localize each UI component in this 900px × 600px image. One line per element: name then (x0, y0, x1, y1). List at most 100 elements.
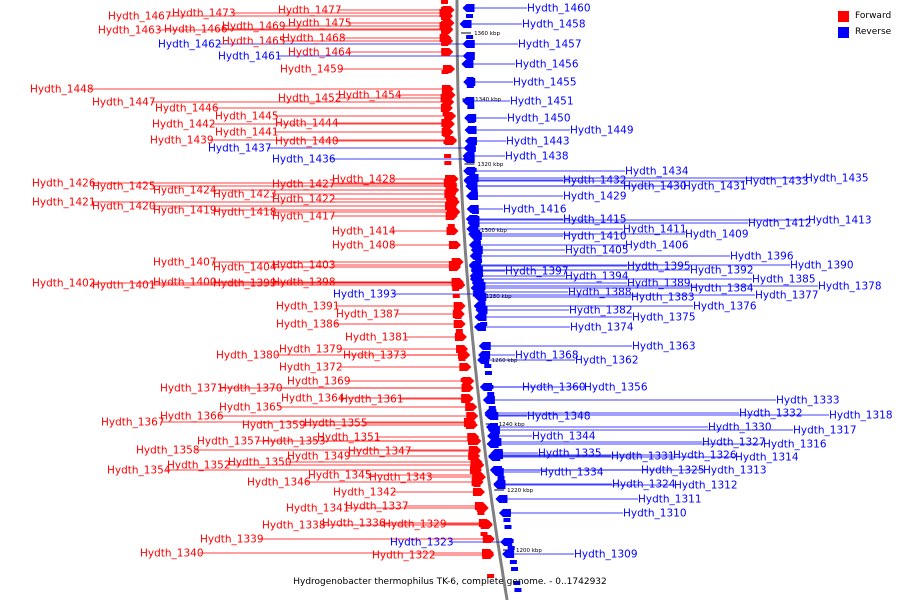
forward-gene-label[interactable]: Hydth_1477 (278, 5, 342, 17)
gene-labels[interactable]: Hydth_1477 Hydth_1467 Hydth_1473 Hydth_1475… (30, 3, 893, 562)
forward-gene-label[interactable]: Hydth_1399 (213, 278, 277, 290)
forward-gene-label[interactable]: Hydth_1414 (332, 226, 396, 238)
forward-gene-label[interactable]: Hydth_1373 (343, 350, 407, 362)
forward-gene-label[interactable]: Hydth_1420 (92, 201, 156, 213)
forward-gene-label[interactable]: Hydth_1427 (272, 179, 336, 191)
reverse-gene-label[interactable]: Hydth_1415 (563, 214, 627, 226)
reverse-gene-label[interactable]: Hydth_1318 (829, 410, 893, 422)
forward-gene-label[interactable]: Hydth_1442 (152, 119, 216, 131)
forward-gene-label[interactable]: Hydth_1441 (215, 127, 279, 139)
forward-gene-label[interactable]: Hydth_1358 (136, 445, 200, 457)
reverse-gene-label[interactable]: Hydth_1310 (623, 508, 687, 520)
forward-gene-label[interactable]: Hydth_1404 (213, 262, 277, 274)
forward-gene-label[interactable]: Hydth_1367 (101, 417, 165, 429)
forward-gene-label[interactable]: Hydth_1467 (108, 11, 172, 23)
reverse-gene-label[interactable]: Hydth_1331 (611, 451, 675, 463)
forward-gene-label[interactable]: Hydth_1401 (92, 280, 156, 292)
reverse-gene-label[interactable]: Hydth_1412 (748, 218, 812, 230)
reverse-gene-label[interactable]: Hydth_1410 (563, 231, 627, 243)
forward-gene-label[interactable]: Hydth_1428 (332, 174, 396, 186)
reverse-gene-label[interactable]: Hydth_1432 (563, 175, 627, 187)
forward-gene-label[interactable]: Hydth_1425 (92, 181, 156, 193)
forward-gene-label[interactable]: Hydth_1381 (345, 332, 409, 344)
reverse-gene-label[interactable]: Hydth_1393 (333, 289, 397, 301)
forward-gene-label[interactable]: Hydth_1339 (200, 534, 264, 546)
forward-gene-label[interactable]: Hydth_1468 (282, 33, 346, 45)
forward-gene-label[interactable]: Hydth_1379 (279, 344, 343, 356)
forward-gene-label[interactable]: Hydth_1444 (275, 118, 339, 130)
forward-gene-label[interactable]: Hydth_1424 (153, 185, 217, 197)
reverse-gene-label[interactable]: Hydth_1409 (685, 229, 749, 241)
reverse-gene-label[interactable]: Hydth_1356 (584, 382, 648, 394)
reverse-gene-label[interactable]: Hydth_1458 (522, 19, 586, 31)
reverse-gene-label[interactable]: Hydth_1360 (522, 382, 586, 394)
forward-gene-label[interactable]: Hydth_1454 (338, 90, 402, 102)
forward-gene-label[interactable]: Hydth_1419 (153, 205, 217, 217)
forward-gene-label[interactable]: Hydth_1345 (308, 470, 372, 482)
reverse-gene-label[interactable]: Hydth_1383 (631, 292, 695, 304)
forward-gene-label[interactable]: Hydth_1322 (372, 550, 436, 562)
forward-gene-label[interactable]: Hydth_1355 (304, 418, 368, 430)
forward-gene-label[interactable]: Hydth_1447 (92, 97, 156, 109)
reverse-gene-label[interactable]: Hydth_1335 (538, 448, 602, 460)
forward-gene-label[interactable]: Hydth_1466 (164, 24, 228, 36)
reverse-gene-label[interactable]: Hydth_1313 (703, 465, 767, 477)
forward-gene-label[interactable]: Hydth_1340 (140, 548, 204, 560)
forward-gene-label[interactable]: Hydth_1473 (172, 8, 236, 20)
reverse-gene-label[interactable]: Hydth_1429 (563, 191, 627, 203)
forward-gene-label[interactable]: Hydth_1337 (345, 501, 409, 513)
reverse-gene-label[interactable]: Hydth_1438 (505, 151, 569, 163)
forward-gene-label[interactable]: Hydth_1349 (287, 451, 351, 463)
forward-gene-label[interactable]: Hydth_1418 (213, 207, 277, 219)
forward-gene-label[interactable]: Hydth_1448 (30, 84, 94, 96)
reverse-gene-label[interactable]: Hydth_1326 (673, 450, 737, 462)
forward-gene-label[interactable]: Hydth_1459 (280, 64, 344, 76)
forward-gene-label[interactable]: Hydth_1391 (276, 301, 340, 313)
forward-gene-label[interactable]: Hydth_1402 (32, 278, 96, 290)
reverse-gene-label[interactable]: Hydth_1396 (730, 251, 794, 263)
forward-gene-label[interactable]: Hydth_1386 (276, 319, 340, 331)
forward-gene-label[interactable]: Hydth_1338 (262, 520, 326, 532)
forward-gene-label[interactable]: Hydth_1336 (322, 518, 386, 530)
reverse-gene-label[interactable]: Hydth_1382 (569, 305, 633, 317)
reverse-gene-label[interactable]: Hydth_1323 (390, 537, 454, 549)
reverse-gene-label[interactable]: Hydth_1389 (627, 278, 691, 290)
reverse-gene-label[interactable]: Hydth_1395 (627, 261, 691, 273)
reverse-gene-label[interactable]: Hydth_1363 (632, 341, 696, 353)
reverse-gene-label[interactable]: Hydth_1461 (218, 51, 282, 63)
reverse-gene-label[interactable]: Hydth_1324 (612, 479, 676, 491)
forward-gene-label[interactable]: Hydth_1398 (272, 277, 336, 289)
reverse-gene-label[interactable]: Hydth_1460 (527, 3, 591, 15)
forward-gene-label[interactable]: Hydth_1369 (287, 376, 351, 388)
reverse-gene-label[interactable]: Hydth_1334 (540, 467, 604, 479)
reverse-gene-label[interactable]: Hydth_1344 (532, 431, 596, 443)
forward-gene-label[interactable]: Hydth_1365 (219, 402, 283, 414)
reverse-gene-label[interactable]: Hydth_1314 (735, 452, 799, 464)
forward-gene-label[interactable]: Hydth_1342 (333, 487, 397, 499)
reverse-gene-label[interactable]: Hydth_1385 (752, 274, 816, 286)
forward-gene-label[interactable]: Hydth_1347 (348, 446, 412, 458)
forward-gene-label[interactable]: Hydth_1421 (32, 197, 96, 209)
forward-gene-label[interactable]: Hydth_1346 (247, 477, 311, 489)
forward-gene-label[interactable]: Hydth_1403 (272, 260, 336, 272)
reverse-gene-label[interactable]: Hydth_1317 (793, 425, 857, 437)
reverse-gene-label[interactable]: Hydth_1384 (690, 283, 754, 295)
forward-gene-label[interactable]: Hydth_1452 (278, 93, 342, 105)
reverse-gene-label[interactable]: Hydth_1388 (568, 287, 632, 299)
forward-gene-label[interactable]: Hydth_1354 (107, 465, 171, 477)
forward-gene-label[interactable]: Hydth_1426 (32, 178, 96, 190)
reverse-gene-label[interactable]: Hydth_1411 (623, 224, 687, 236)
reverse-gene-label[interactable]: Hydth_1394 (565, 271, 629, 283)
forward-gene-label[interactable]: Hydth_1372 (279, 362, 343, 374)
forward-gene-label[interactable]: Hydth_1329 (383, 519, 447, 531)
reverse-gene-label[interactable]: Hydth_1405 (565, 245, 629, 257)
reverse-gene-label[interactable]: Hydth_1375 (632, 312, 696, 324)
forward-gene-label[interactable]: Hydth_1423 (213, 189, 277, 201)
forward-gene-label[interactable]: Hydth_1446 (155, 103, 219, 115)
reverse-gene-label[interactable]: Hydth_1455 (513, 77, 577, 89)
reverse-gene-label[interactable]: Hydth_1309 (574, 549, 638, 561)
forward-gene-label[interactable]: Hydth_1350 (228, 457, 292, 469)
reverse-gene-label[interactable]: Hydth_1462 (158, 39, 222, 51)
forward-gene-label[interactable]: Hydth_1361 (340, 394, 404, 406)
forward-gene-label[interactable]: Hydth_1463 (98, 25, 162, 37)
